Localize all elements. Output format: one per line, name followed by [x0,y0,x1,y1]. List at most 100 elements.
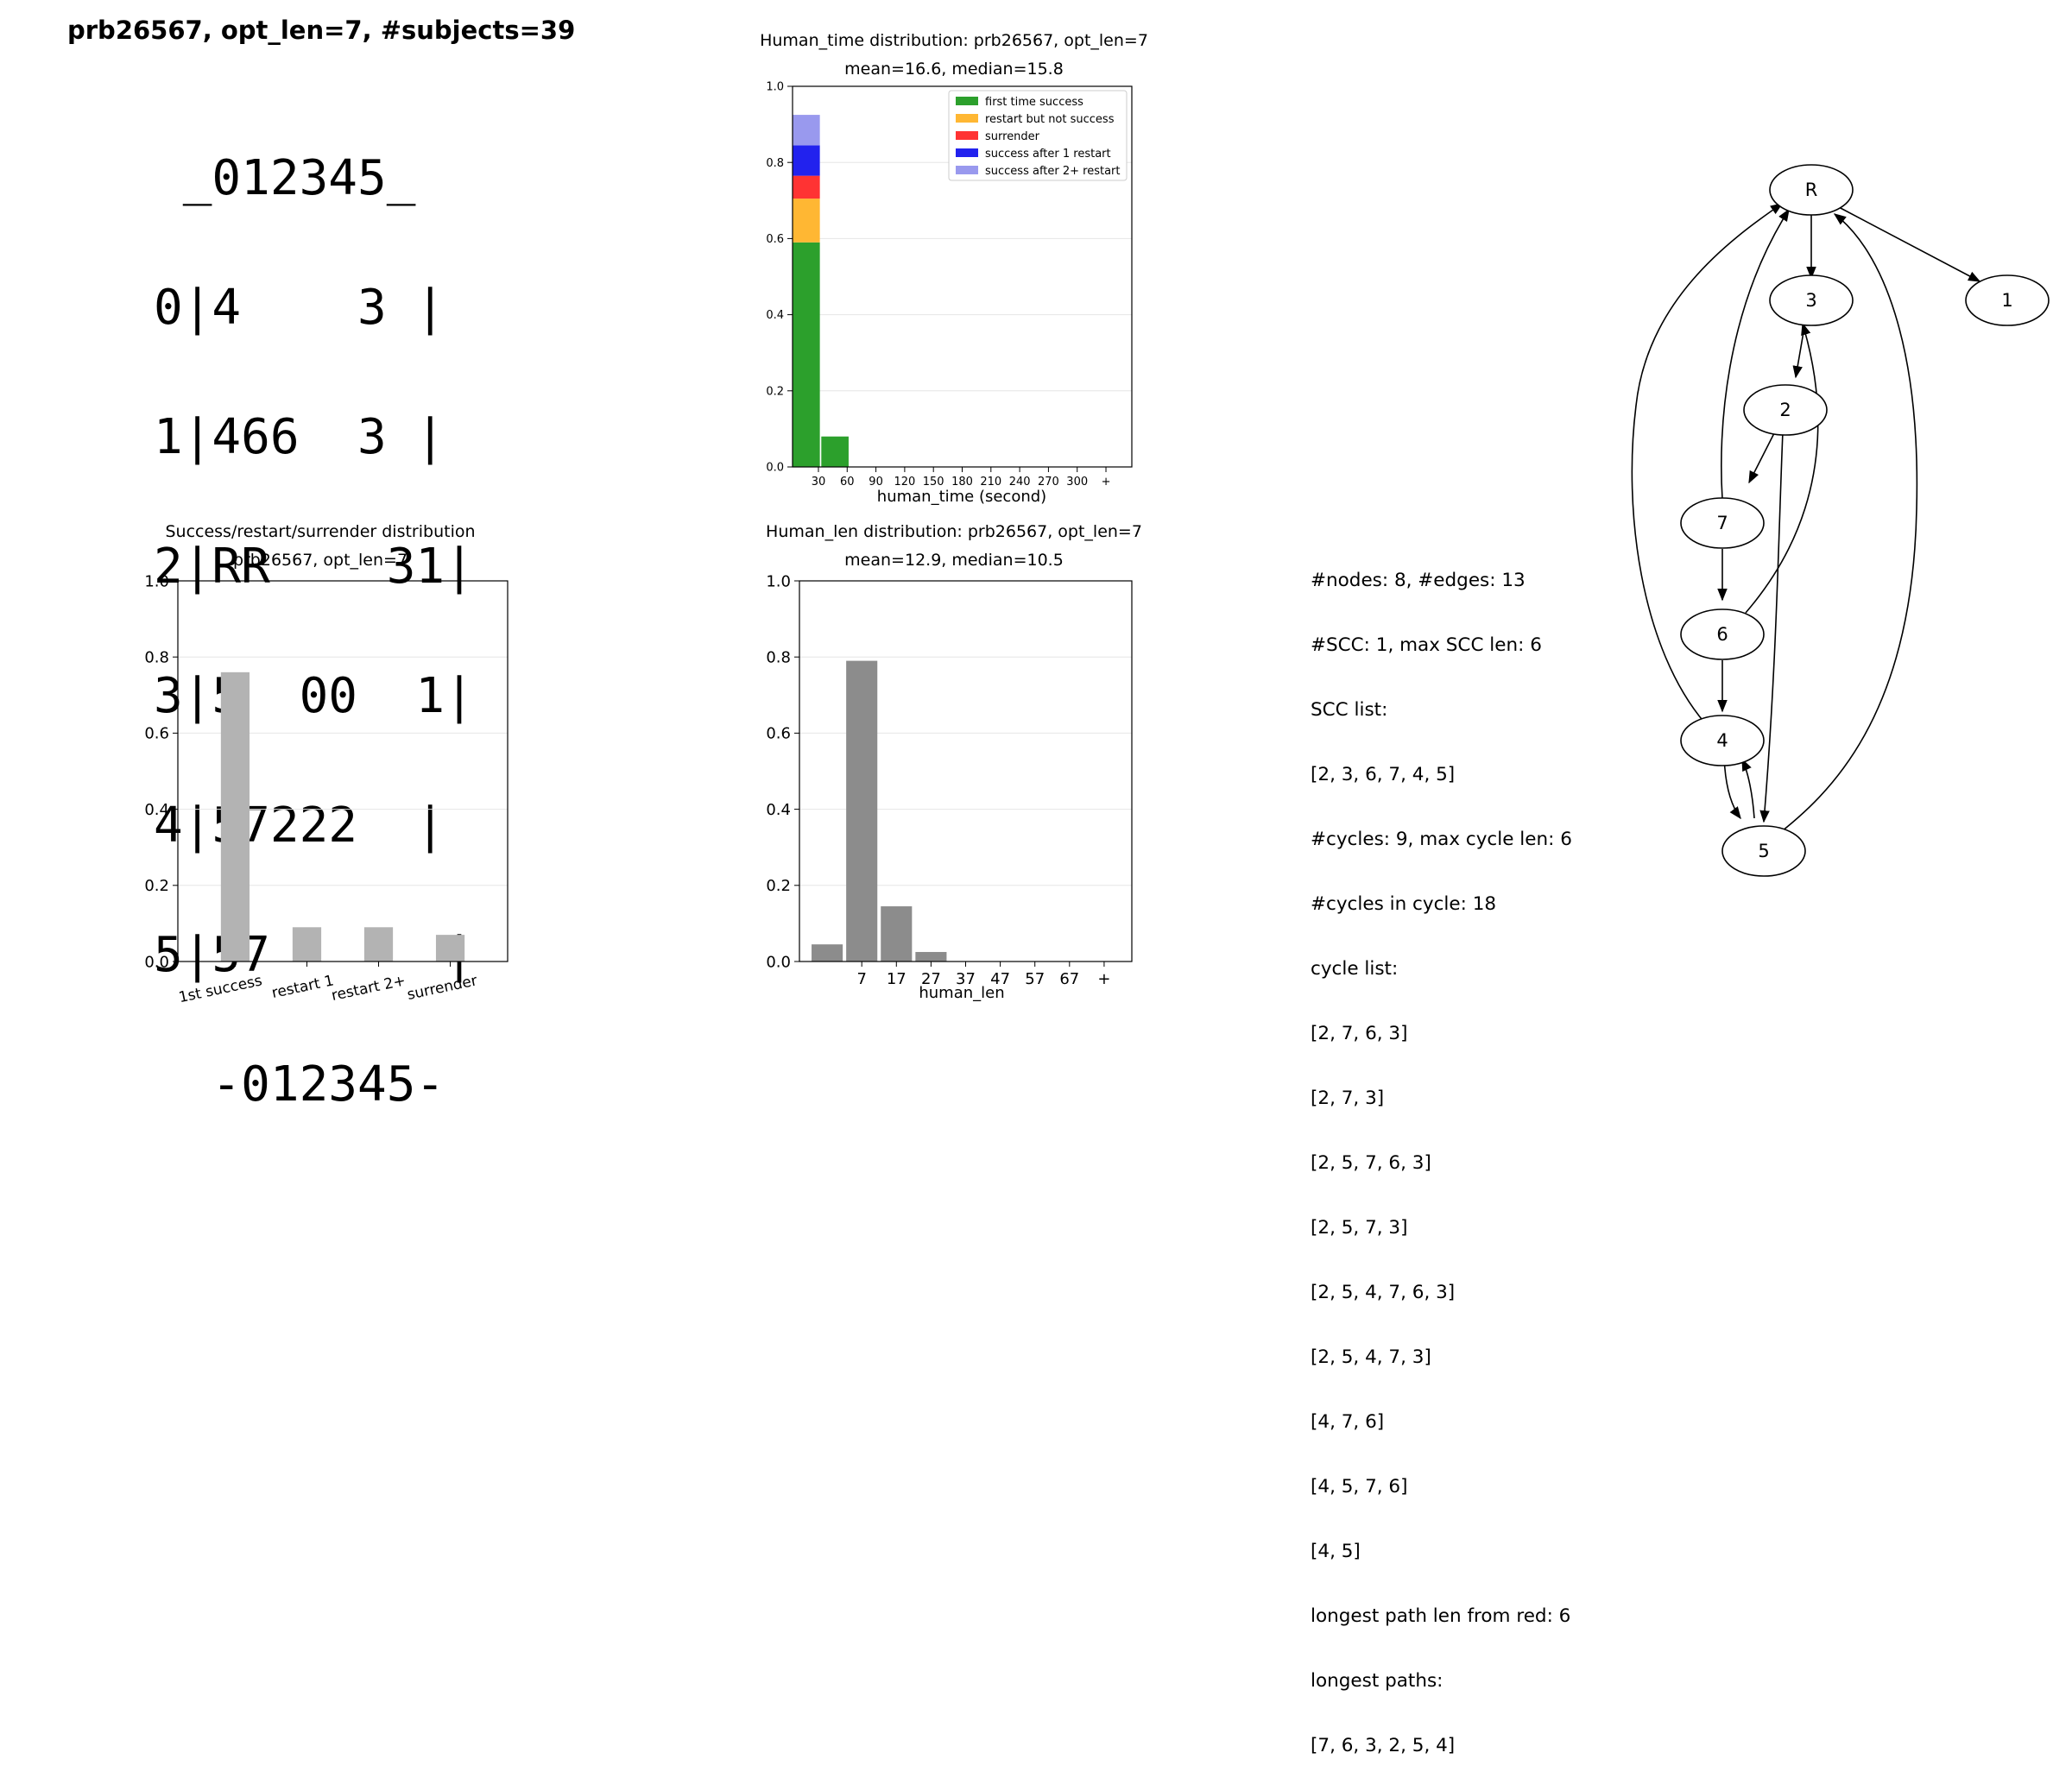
bar [915,951,947,962]
x-tick-label: 67 [1059,970,1079,988]
legend-box [948,90,1128,181]
graph-node [1965,274,2050,326]
y-tick-label: 0.4 [766,309,784,322]
x-tick-label: 37 [956,970,976,988]
x-tick-label: 47 [990,970,1010,988]
graph-node-label: R [1805,180,1818,200]
stat-line: [2, 7, 6, 3] [1311,1023,1408,1044]
y-tick-label: 0.8 [144,649,169,667]
graph-node [1769,274,1854,326]
board-line: _012345_ [154,150,416,206]
stat-line: [7, 6, 3, 2, 5, 4] [1311,1735,1456,1756]
bar [821,436,849,467]
x-tick-label: 17 [887,970,906,988]
graph-node-label: 4 [1716,730,1728,751]
graph-node [1680,715,1765,766]
legend-swatch [956,131,978,140]
stat-line: [2, 5, 7, 3] [1311,1217,1408,1239]
legend-swatch [956,97,978,105]
edge-4-R [1631,203,1784,724]
chart-title: Human_time distribution: prb26567, opt_l… [760,31,1148,50]
stat-line: [4, 7, 6] [1311,1411,1385,1433]
x-tick-label: + [1097,970,1110,988]
x-tick-label: 27 [921,970,941,988]
bar [793,242,820,467]
stat-line: [4, 5, 7, 6] [1311,1476,1408,1497]
x-tick-label: 300 [1066,476,1088,489]
x-axis-label: human_time (second) [877,488,1046,506]
edge-R-1 [1836,205,1981,282]
board-line: 0|4 3 | [154,280,445,336]
bar [435,935,465,962]
y-tick-label: 0.8 [766,157,784,170]
x-axis-label: human_len [919,984,1004,1002]
edge-2-7 [1748,432,1775,484]
chart-title: Success/restart/surrender distribution [165,522,475,541]
board-line: 2|RR 31| [154,539,474,595]
bar [793,175,820,199]
y-tick-label: 0.2 [144,877,169,895]
legend-swatch [956,114,978,123]
plot-frame [177,580,509,962]
y-tick-label: 0.6 [144,725,169,743]
x-tick-label: 270 [1038,476,1059,489]
human-time-chart: Human_time distribution: prb26567, opt_l… [760,31,1148,506]
human-len-chart: Human_len distribution: prb26567, opt_le… [766,522,1142,1002]
bar [793,199,820,243]
stat-line: cycle list: [1311,958,1399,980]
x-tick-label: restart 1 [270,972,335,1002]
edge-6-3 [1745,322,1819,614]
stat-line: [2, 3, 6, 7, 4, 5] [1311,764,1456,785]
y-tick-label: 0.6 [766,725,791,743]
x-tick-label: surrender [406,972,479,1004]
edge-7-R [1721,208,1790,500]
graph-node-label: 3 [1805,290,1816,311]
y-tick-label: 1.0 [144,572,169,590]
y-tick-label: 1.0 [766,81,784,94]
edge-5-4 [1741,758,1755,819]
plot-frame [799,580,1133,962]
graph-node-label: 5 [1758,841,1769,861]
bar [846,660,878,962]
page-title: prb26567, opt_len=7, #subjects=39 [67,16,576,45]
y-tick-label: 0.4 [766,801,791,819]
x-tick-label: restart 2+ [330,972,407,1005]
x-tick-label: 120 [894,476,915,489]
board-line: 1|466 3 | [154,409,445,465]
x-tick-label: 7 [856,970,866,988]
x-tick-label: 180 [951,476,973,489]
x-tick-label: 30 [812,476,826,489]
x-tick-label: 210 [980,476,1001,489]
graph-node-label: 1 [2001,290,2012,311]
y-tick-label: 0.0 [144,953,169,971]
success-distribution-chart: Success/restart/surrender distribution p… [144,522,509,1006]
edge-5-R [1773,213,1918,838]
board-line: 5|57 | [154,927,474,983]
stat-line: #nodes: 8, #edges: 13 [1311,570,1526,591]
x-tick-label: 1st success [177,972,263,1006]
legend-swatch [956,166,978,174]
bar [881,906,913,962]
x-tick-label: 90 [869,476,883,489]
chart-subtitle: mean=12.9, median=10.5 [844,551,1064,570]
graph-node [1769,164,1854,216]
bar [220,671,250,962]
bar [793,115,820,146]
stat-line: longest path len from red: 6 [1311,1605,1571,1627]
board-line: -012345- [154,1056,445,1113]
plot-frame [792,85,1133,468]
legend-label: success after 2+ restart [985,165,1121,178]
edge-2-5 [1759,431,1784,823]
x-tick-label: + [1102,476,1111,489]
stat-line: longest paths: [1311,1670,1443,1692]
y-tick-label: 0.8 [766,649,791,667]
legend-swatch [956,148,978,157]
stat-line: [2, 5, 4, 7, 6, 3] [1311,1282,1456,1303]
graph-node [1680,608,1765,660]
graph-node [1721,825,1806,877]
bar [812,944,843,962]
stat-line: #cycles in cycle: 18 [1311,893,1497,915]
graph-stats: #nodes: 8, #edges: 13 #SCC: 1, max SCC l… [1311,526,1572,1778]
chart-title: Human_len distribution: prb26567, opt_le… [766,522,1142,541]
edge-3-2 [1792,321,1806,379]
